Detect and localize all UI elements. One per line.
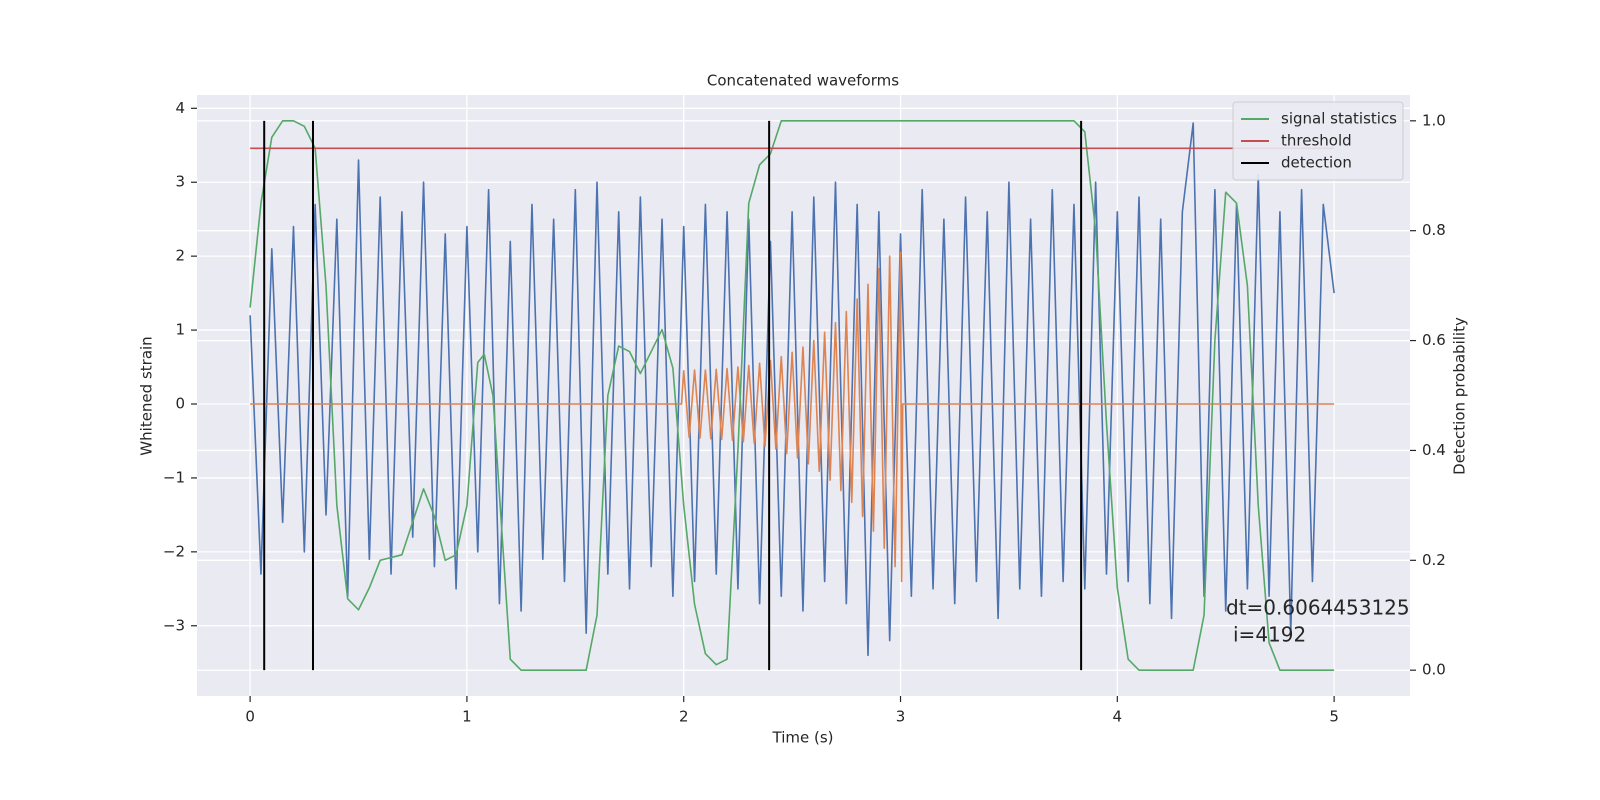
y2-tick-label: 0.8 <box>1422 221 1446 239</box>
y2-tick-label: 0.0 <box>1422 661 1446 679</box>
series-line <box>249 120 1335 671</box>
y2-tick-label: 0.4 <box>1422 441 1446 459</box>
x-tick-label: 5 <box>1329 708 1339 726</box>
x-tick-label: 2 <box>679 708 689 726</box>
y-tick-label: 0 <box>175 395 185 413</box>
x-axis-label: Time (s) <box>772 729 834 747</box>
y-tick-label: 4 <box>175 99 185 117</box>
series-line <box>249 122 1335 657</box>
y2-tick-label: 0.2 <box>1422 551 1446 569</box>
legend-label: threshold <box>1281 132 1352 150</box>
annotation: i=4192 <box>1233 623 1306 647</box>
legend: signal statistics threshold detection <box>1232 101 1404 181</box>
y-tick-label: 1 <box>175 321 185 339</box>
x-tick-label: 4 <box>1113 708 1123 726</box>
legend-box <box>1232 101 1404 181</box>
y2-axis-label: Detection probability <box>1451 317 1469 475</box>
annotation: dt=0.6064453125 <box>1226 596 1410 620</box>
legend-label: signal statistics <box>1281 110 1397 128</box>
chart-title: Concatenated waveforms <box>707 72 899 90</box>
x-tick-label: 1 <box>462 708 472 726</box>
x-tick-label: 0 <box>245 708 255 726</box>
y-tick-label: 2 <box>175 247 185 265</box>
y-tick-label: −2 <box>163 542 185 560</box>
x-tick-label: 3 <box>896 708 906 726</box>
y-axis-label: Whitened strain <box>138 336 156 455</box>
y-tick-label: 3 <box>175 173 185 191</box>
series-line <box>250 251 1335 583</box>
y2-tick-label: 1.0 <box>1422 111 1446 129</box>
marks-layer <box>249 120 1335 671</box>
y-tick-label: −3 <box>163 616 185 634</box>
y2-tick-label: 0.6 <box>1422 331 1446 349</box>
y-tick-label: −1 <box>163 468 185 486</box>
legend-label: detection <box>1281 154 1352 172</box>
